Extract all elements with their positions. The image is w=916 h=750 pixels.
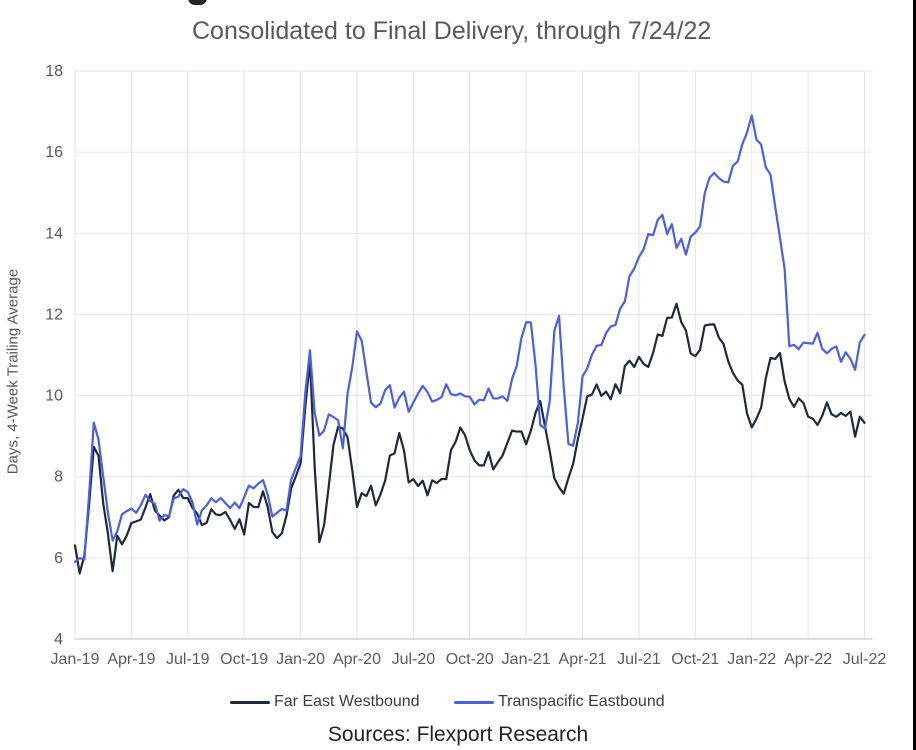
svg-text:8: 8 — [54, 469, 63, 486]
svg-text:Apr-21: Apr-21 — [559, 651, 607, 668]
svg-text:Jan-19: Jan-19 — [51, 651, 100, 668]
svg-text:Apr-20: Apr-20 — [333, 651, 381, 668]
svg-text:4: 4 — [54, 631, 63, 648]
svg-text:Jul-22: Jul-22 — [843, 651, 887, 668]
svg-text:6: 6 — [54, 550, 63, 567]
svg-text:Jul-21: Jul-21 — [617, 651, 661, 668]
svg-text:Jan-21: Jan-21 — [502, 651, 551, 668]
svg-text:Apr-22: Apr-22 — [784, 651, 832, 668]
svg-text:Oct-21: Oct-21 — [671, 651, 719, 668]
svg-text:Oct-19: Oct-19 — [220, 651, 268, 668]
svg-text:Apr-19: Apr-19 — [107, 651, 155, 668]
svg-text:Jan-22: Jan-22 — [727, 651, 776, 668]
svg-text:10: 10 — [45, 388, 63, 405]
svg-text:Jan-20: Jan-20 — [276, 651, 325, 668]
svg-text:12: 12 — [45, 306, 63, 323]
svg-text:Jul-20: Jul-20 — [392, 651, 436, 668]
svg-text:16: 16 — [45, 144, 63, 161]
svg-text:18: 18 — [45, 63, 63, 80]
svg-text:Oct-20: Oct-20 — [446, 651, 494, 668]
svg-text:Jul-19: Jul-19 — [166, 651, 210, 668]
svg-text:14: 14 — [45, 225, 63, 242]
